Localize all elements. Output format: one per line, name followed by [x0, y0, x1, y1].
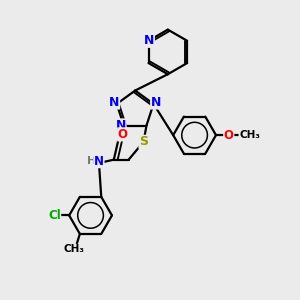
Text: N: N — [144, 34, 154, 47]
Text: N: N — [94, 155, 104, 168]
Text: N: N — [116, 119, 126, 132]
Text: S: S — [139, 135, 148, 148]
Text: CH₃: CH₃ — [63, 244, 84, 254]
Text: N: N — [109, 96, 120, 109]
Text: N: N — [151, 96, 161, 109]
Text: H: H — [87, 156, 96, 166]
Text: Cl: Cl — [48, 209, 61, 222]
Text: CH₃: CH₃ — [239, 130, 260, 140]
Text: O: O — [224, 129, 234, 142]
Text: O: O — [118, 128, 128, 141]
